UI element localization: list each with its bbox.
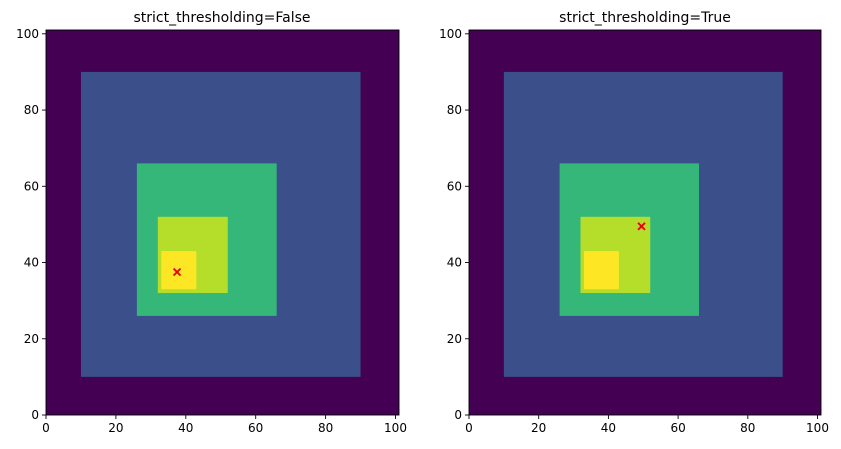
x-tick-label: 40 (601, 421, 616, 435)
x-tick-label: 60 (248, 421, 263, 435)
axes-frame (45, 29, 400, 416)
x-tick-label: 20 (531, 421, 546, 435)
peak-marker (172, 267, 182, 277)
y-tick-label: 20 (447, 332, 462, 346)
chart-title: strict_thresholding=True (559, 10, 731, 26)
y-tick-label: 0 (31, 408, 39, 422)
peak-marker-stroke (172, 267, 182, 277)
y-tick-label: 40 (447, 256, 462, 270)
x-tick-label: 60 (670, 421, 685, 435)
chart-title: strict_thresholding=False (133, 10, 310, 26)
y-tick-label: 80 (24, 103, 39, 117)
y-tick-label: 100 (439, 27, 462, 41)
x-tick-label: 100 (384, 421, 407, 435)
x-tick-label: 20 (108, 421, 123, 435)
heatmap-region-4 (584, 251, 619, 290)
y-tick-label: 60 (24, 179, 39, 193)
x-tick-label: 80 (318, 421, 333, 435)
y-tick-label: 0 (454, 408, 462, 422)
axes-frame (468, 29, 822, 416)
x-tick-label: 0 (465, 421, 473, 435)
y-tick-label: 80 (447, 103, 462, 117)
subplot-left: strict_thresholding=False 0 20 40 60 80 100 0 2… (16, 10, 407, 435)
peak-marker-stroke (637, 222, 646, 231)
x-tick-label: 80 (740, 421, 755, 435)
x-tick-label: 0 (42, 421, 50, 435)
x-tick-label: 100 (806, 421, 829, 435)
subplot-right: strict_thresholding=True 0 20 40 60 80 100 0 20… (439, 10, 829, 435)
plot-area: 0 20 40 60 80 100 0 20 40 60 80 100 (439, 27, 829, 435)
y-tick-label: 100 (16, 27, 39, 41)
plot-area: 0 20 40 60 80 100 0 20 40 60 80 100 (16, 27, 407, 435)
y-tick-label: 60 (447, 179, 462, 193)
y-tick-label: 20 (24, 332, 39, 346)
x-tick-label: 40 (178, 421, 193, 435)
peak-marker (637, 222, 646, 231)
y-tick-label: 40 (24, 256, 39, 270)
